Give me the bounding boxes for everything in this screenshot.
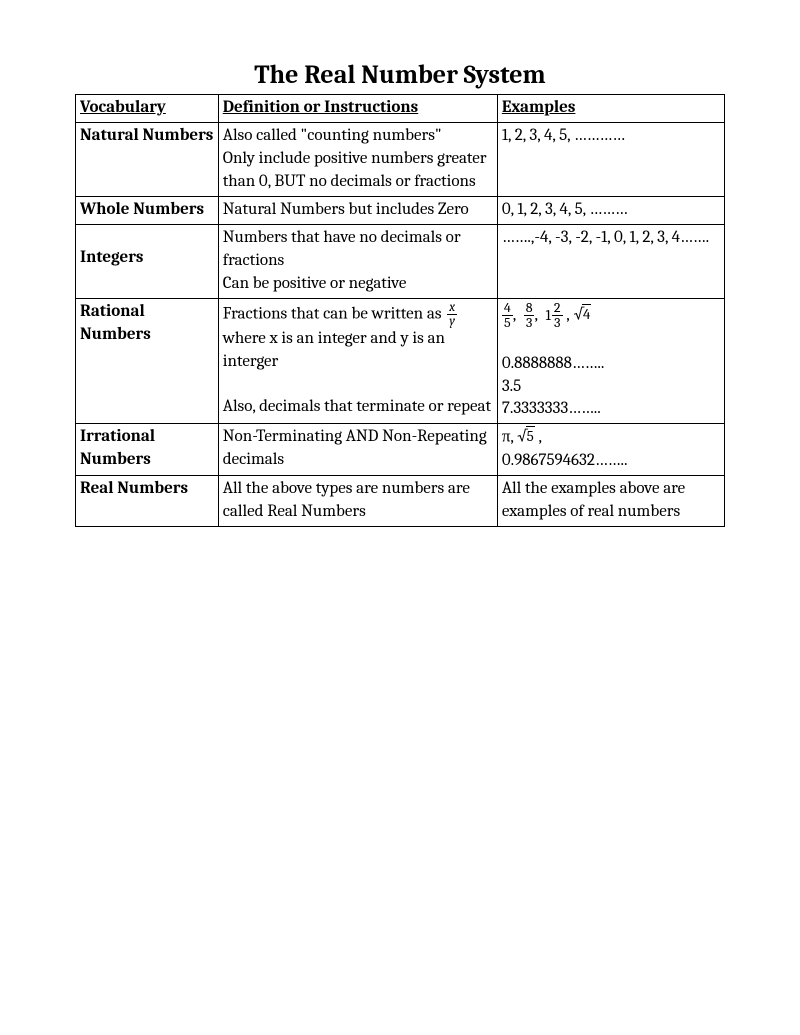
table-row: Real Numbers All the above types are num…	[76, 475, 725, 526]
def-cell: Fractions that can be written as xy wher…	[218, 298, 497, 424]
ex-cell: …….,-4, -3, -2, -1, 0, 1, 2, 3, 4…….	[497, 224, 724, 298]
vocab-cell: Integers	[76, 224, 219, 298]
def-text: where x is an integer and y is an interg…	[223, 329, 445, 371]
header-ex: Examples	[497, 95, 724, 123]
vocab-cell: Whole Numbers	[76, 196, 219, 224]
ex-cell: 45, 83, 123 , 4 0.8888888……..3.57.333333…	[497, 298, 724, 424]
table-header-row: Vocabulary Definition or Instructions Ex…	[76, 95, 725, 123]
fraction: 45	[502, 301, 513, 330]
table-row: Whole Numbers Natural Numbers but includ…	[76, 196, 725, 224]
vocab-cell: Irrational Numbers	[76, 424, 219, 475]
header-vocab: Vocabulary	[76, 95, 219, 123]
vocab-cell: Rational Numbers	[76, 298, 219, 424]
vocab-cell: Natural Numbers	[76, 122, 219, 196]
table-row: Rational Numbers Fractions that can be w…	[76, 298, 725, 424]
ex-cell: All the examples above are examples of r…	[497, 475, 724, 526]
ex-cell: π, 5 ,0.9867594632……..	[497, 424, 724, 475]
number-system-table: Vocabulary Definition or Instructions Ex…	[75, 94, 725, 527]
table-row: Irrational Numbers Non-Terminating AND N…	[76, 424, 725, 475]
def-cell: Natural Numbers but includes Zero	[218, 196, 497, 224]
def-cell: Also called "counting numbers"Only inclu…	[218, 122, 497, 196]
header-def: Definition or Instructions	[218, 95, 497, 123]
def-text: Also, decimals that terminate or repeat	[223, 397, 491, 416]
def-text: Fractions that can be written as	[223, 304, 446, 323]
table-row: Integers Numbers that have no decimals o…	[76, 224, 725, 298]
pi-symbol: π,	[502, 428, 517, 447]
ex-cell: 0, 1, 2, 3, 4, 5, ………	[497, 196, 724, 224]
fraction: 83	[524, 301, 535, 330]
mixed-number: 123	[545, 301, 562, 330]
square-root: 4	[573, 304, 591, 327]
vocab-cell: Real Numbers	[76, 475, 219, 526]
ex-cell: 1, 2, 3, 4, 5, …………	[497, 122, 724, 196]
square-root: 5	[517, 426, 535, 449]
def-cell: Numbers that have no decimals or fractio…	[218, 224, 497, 298]
table-row: Natural Numbers Also called "counting nu…	[76, 122, 725, 196]
fraction-x-over-y: xy	[447, 301, 457, 328]
page-title: The Real Number System	[75, 60, 725, 90]
def-cell: Non-Terminating AND Non-Repeating decima…	[218, 424, 497, 475]
def-cell: All the above types are numbers are call…	[218, 475, 497, 526]
ex-text: 0.8888888……..3.57.3333333……..	[502, 354, 605, 419]
